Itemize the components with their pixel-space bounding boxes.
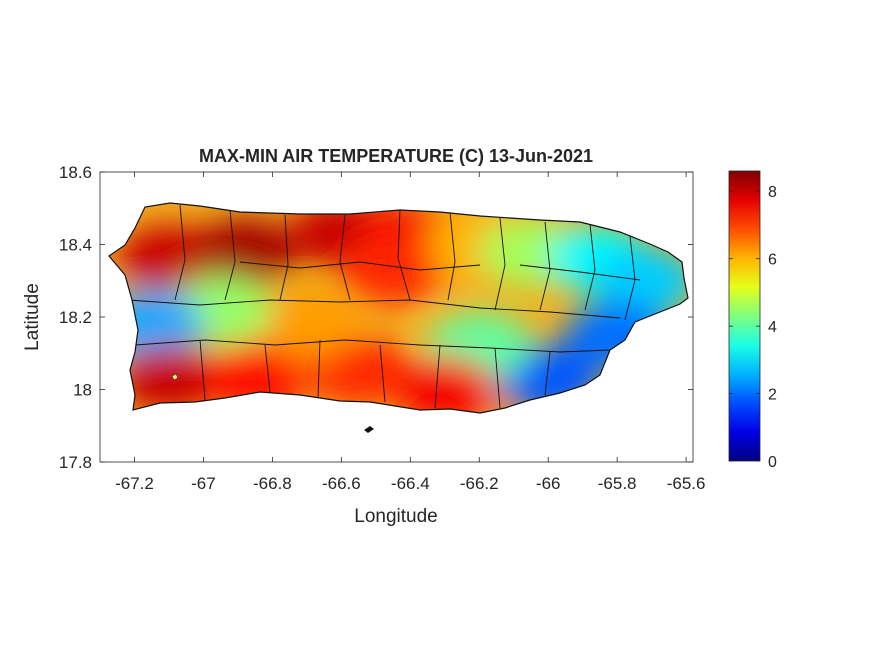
x-tick-label: -66.4 [391, 474, 430, 493]
temperature-region [392, 355, 497, 413]
colorbar-ticks: 0 2 4 6 8 [729, 184, 777, 471]
x-tick-label: -66 [536, 474, 561, 493]
colorbar-tick-label: 2 [768, 387, 777, 404]
colorbar-tick-label: 0 [768, 454, 777, 471]
x-tick-label: -66.2 [460, 474, 499, 493]
colorbar [728, 170, 761, 462]
municipality-borders [127, 204, 641, 409]
x-tick-label: -67 [191, 474, 216, 493]
y-tick-label: 18 [73, 381, 92, 400]
y-axis-label: Latitude [22, 283, 43, 351]
islet [171, 373, 179, 381]
x-tick-label: -66.6 [322, 474, 361, 493]
temperature-region [117, 344, 221, 413]
colorbar-tick-label: 6 [768, 252, 777, 269]
temperature-region [306, 337, 411, 406]
x-axis-label: Longitude [354, 506, 437, 527]
colorbar-tick-label: 8 [768, 184, 777, 201]
y-tick-label: 17.8 [59, 453, 92, 472]
colorbar-tick-label: 4 [768, 319, 777, 336]
temperature-region [592, 246, 688, 315]
temperature-region [341, 235, 446, 304]
islet [364, 426, 374, 433]
x-tick-label: -65.8 [598, 474, 637, 493]
x-tick-label: -67.2 [115, 474, 154, 493]
temperature-region [192, 217, 297, 286]
x-tick-label: -65.6 [667, 474, 706, 493]
y-tick-label: 18.4 [59, 236, 92, 255]
coastline [108, 202, 689, 414]
temperature-region [117, 225, 221, 293]
y-tick-label: 18.2 [59, 308, 92, 327]
chart-title: MAX-MIN AIR TEMPERATURE (C) 13-Jun-2021 [199, 146, 593, 166]
y-axis: 17.8 18 18.2 18.4 18.6 [59, 163, 693, 472]
x-axis: -67.2 -67 -66.8 -66.6 -66.4 -66.2 -66 -65.8 -65.… [115, 172, 705, 493]
y-tick-label: 18.6 [59, 163, 92, 182]
x-tick-label: -66.8 [253, 474, 292, 493]
